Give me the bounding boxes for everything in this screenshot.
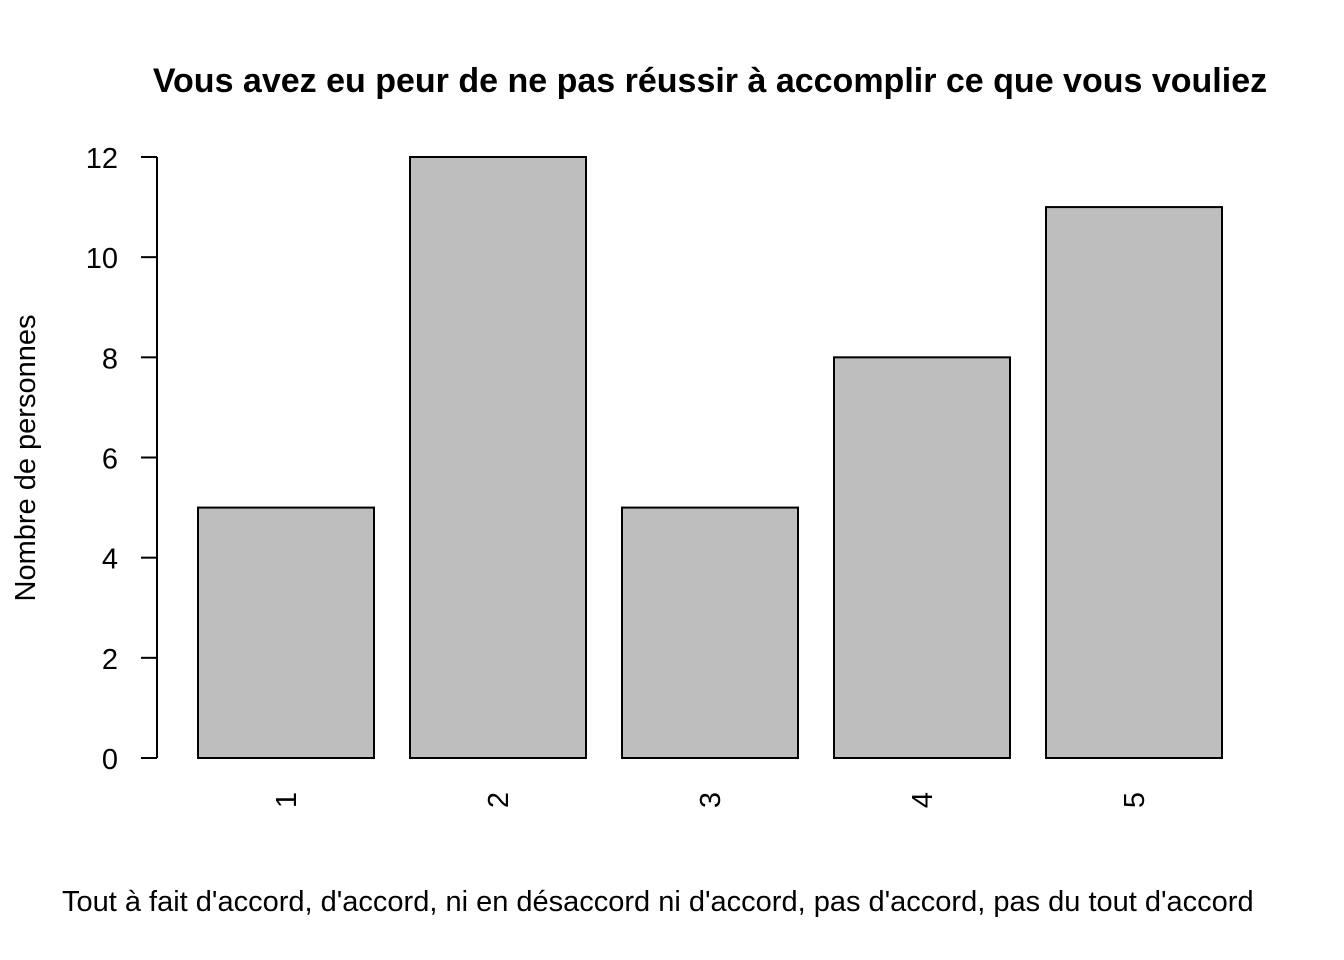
y-tick-label: 8 — [102, 343, 118, 375]
x-tick-labels: 1 2 3 4 5 — [271, 792, 1151, 808]
y-tick-label: 0 — [102, 744, 118, 776]
x-tick-label: 1 — [271, 792, 303, 808]
y-axis-label: Nombre de personnes — [10, 315, 42, 602]
y-axis: 0 2 4 6 8 10 12 — [86, 143, 158, 776]
bar-5 — [1045, 206, 1223, 760]
y-tick-label: 12 — [86, 143, 118, 175]
x-axis-label: Tout à fait d'accord, d'accord, ni en dé… — [62, 886, 1254, 918]
y-tick-label: 4 — [102, 544, 118, 576]
x-tick-label: 2 — [483, 792, 515, 808]
bar-3 — [621, 506, 799, 760]
bars-group — [197, 156, 1223, 760]
y-tick-label: 10 — [86, 243, 118, 275]
y-tick-label: 2 — [102, 644, 118, 676]
x-tick-label: 5 — [1119, 792, 1151, 808]
bar-4 — [833, 356, 1011, 759]
x-tick-label: 3 — [695, 792, 727, 808]
bar-2 — [409, 156, 587, 759]
x-tick-label: 4 — [907, 792, 939, 808]
y-tick-label: 6 — [102, 444, 118, 476]
chart-title: Vous avez eu peur de ne pas réussir à ac… — [153, 62, 1267, 100]
bar-1 — [197, 506, 375, 760]
